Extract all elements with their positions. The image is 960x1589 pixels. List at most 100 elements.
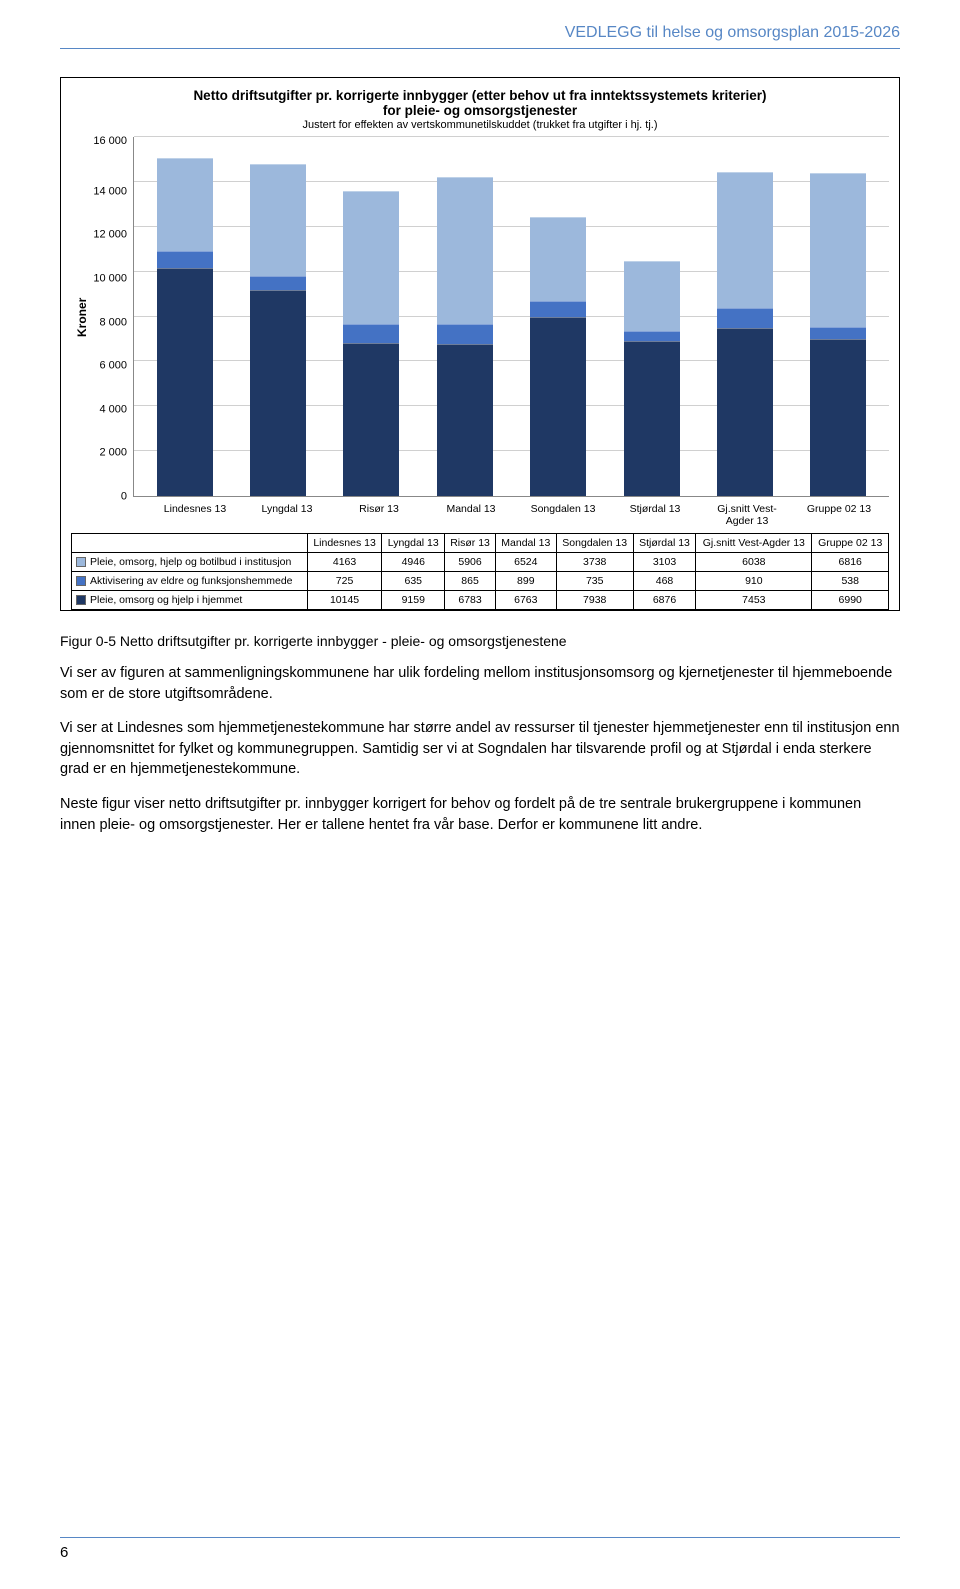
table-column-header: Songdalen 13	[556, 534, 633, 553]
y-tick-label: 8 000	[89, 317, 127, 328]
table-cell: 468	[633, 572, 695, 591]
page-header-title: VEDLEGG til helse og omsorgsplan 2015-20…	[60, 24, 900, 48]
chart-gridline	[134, 181, 889, 182]
chart-y-axis-label: Kroner	[71, 137, 89, 497]
chart-gridline	[134, 136, 889, 137]
table-cell: 10145	[307, 591, 382, 610]
table-cell: 865	[445, 572, 496, 591]
legend-swatch-icon	[76, 576, 86, 586]
table-cell: 725	[307, 572, 382, 591]
x-tick-label: Lindesnes 13	[158, 503, 232, 527]
figure-caption: Figur 0-5 Netto driftsutgifter pr. korri…	[60, 633, 900, 649]
x-tick-label: Stjørdal 13	[618, 503, 692, 527]
bar-segment	[810, 327, 866, 339]
chart-gridline	[134, 360, 889, 361]
table-row: Aktivisering av eldre og funksjonshemmed…	[72, 572, 889, 591]
table-row-label: Aktivisering av eldre og funksjonshemmed…	[72, 572, 308, 591]
table-cell: 4946	[382, 553, 445, 572]
bar-segment	[250, 164, 306, 275]
chart-x-axis-labels: Lindesnes 13Lyngdal 13Risør 13Mandal 13S…	[145, 503, 889, 527]
bar-column	[343, 191, 399, 496]
table-cell: 6876	[633, 591, 695, 610]
chart-bars	[133, 137, 889, 497]
legend-swatch-icon	[76, 595, 86, 605]
table-header-blank	[72, 534, 308, 553]
table-cell: 899	[495, 572, 556, 591]
bar-column	[530, 217, 586, 496]
table-cell: 6524	[495, 553, 556, 572]
table-cell: 9159	[382, 591, 445, 610]
table-cell: 6783	[445, 591, 496, 610]
bar-segment	[810, 173, 866, 326]
y-tick-label: 14 000	[89, 186, 127, 197]
table-column-header: Mandal 13	[495, 534, 556, 553]
table-column-header: Risør 13	[445, 534, 496, 553]
paragraph-3: Neste figur viser netto driftsutgifter p…	[60, 794, 900, 835]
bar-segment	[624, 261, 680, 331]
table-cell: 538	[812, 572, 889, 591]
page-footer: 6	[60, 1537, 900, 1561]
chart-data-table: Lindesnes 13Lyngdal 13Risør 13Mandal 13S…	[71, 533, 889, 610]
bar-segment	[530, 217, 586, 301]
bar-segment	[530, 301, 586, 318]
y-tick-label: 4 000	[89, 404, 127, 415]
chart-y-axis-ticks: 16 00014 00012 00010 0008 0006 0004 0002…	[89, 137, 133, 497]
bar-column	[810, 173, 866, 496]
y-tick-label: 10 000	[89, 273, 127, 284]
bar-segment	[157, 158, 213, 252]
chart-gridline	[134, 405, 889, 406]
table-cell: 6763	[495, 591, 556, 610]
table-cell: 735	[556, 572, 633, 591]
bar-segment	[810, 339, 866, 496]
legend-swatch-icon	[76, 557, 86, 567]
paragraph-1: Vi ser av figuren at sammenligningskommu…	[60, 663, 900, 704]
bar-segment	[437, 177, 493, 324]
table-row: Pleie, omsorg, hjelp og botilbud i insti…	[72, 553, 889, 572]
table-cell: 6990	[812, 591, 889, 610]
x-tick-label: Mandal 13	[434, 503, 508, 527]
table-cell: 3738	[556, 553, 633, 572]
chart-title-line1: Netto driftsutgifter pr. korrigerte innb…	[71, 88, 889, 103]
x-tick-label: Songdalen 13	[526, 503, 600, 527]
bar-column	[157, 158, 213, 496]
bar-segment	[717, 328, 773, 496]
table-cell: 5906	[445, 553, 496, 572]
bar-segment	[717, 308, 773, 328]
footer-rule	[60, 1537, 900, 1538]
chart-plot-area: Kroner 16 00014 00012 00010 0008 0006 00…	[71, 137, 889, 497]
bar-column	[437, 177, 493, 496]
chart-title-block: Netto driftsutgifter pr. korrigerte innb…	[71, 88, 889, 131]
table-cell: 6038	[696, 553, 812, 572]
table-column-header: Gruppe 02 13	[812, 534, 889, 553]
table-row-label: Pleie, omsorg, hjelp og botilbud i insti…	[72, 553, 308, 572]
bar-segment	[157, 268, 213, 496]
table-row-label: Pleie, omsorg og hjelp i hjemmet	[72, 591, 308, 610]
table-row: Pleie, omsorg og hjelp i hjemmet10145915…	[72, 591, 889, 610]
y-tick-label: 12 000	[89, 230, 127, 241]
chart-title-sub: Justert for effekten av vertskommunetils…	[71, 119, 889, 131]
bar-segment	[343, 343, 399, 496]
table-cell: 7453	[696, 591, 812, 610]
bar-column	[250, 164, 306, 496]
page-number: 6	[60, 1544, 900, 1561]
bar-column	[624, 261, 680, 496]
y-tick-label: 2 000	[89, 448, 127, 459]
header-rule	[60, 48, 900, 49]
bar-segment	[530, 317, 586, 496]
chart-x-axis: Lindesnes 13Lyngdal 13Risør 13Mandal 13S…	[133, 497, 889, 527]
table-column-header: Lindesnes 13	[307, 534, 382, 553]
x-tick-label: Risør 13	[342, 503, 416, 527]
bar-segment	[343, 324, 399, 343]
table-cell: 635	[382, 572, 445, 591]
table-cell: 7938	[556, 591, 633, 610]
bar-column	[717, 172, 773, 496]
x-tick-label: Gj.snitt Vest-Agder 13	[710, 503, 784, 527]
table-column-header: Lyngdal 13	[382, 534, 445, 553]
bar-segment	[437, 324, 493, 344]
body-text: Vi ser av figuren at sammenligningskommu…	[60, 663, 900, 835]
chart-gridline	[134, 316, 889, 317]
chart-title-line2: for pleie- og omsorgstjenester	[71, 103, 889, 118]
y-tick-label: 16 000	[89, 136, 127, 147]
bar-segment	[343, 191, 399, 324]
paragraph-2: Vi ser at Lindesnes som hjemmetjenesteko…	[60, 718, 900, 780]
